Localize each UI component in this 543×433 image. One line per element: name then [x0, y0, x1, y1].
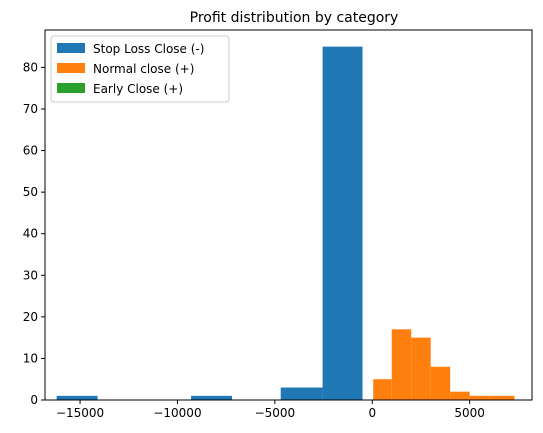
bars-layer [56, 46, 515, 401]
x-tick-label: −5000 [255, 406, 296, 420]
y-tick-label: 50 [23, 185, 38, 199]
y-tick-label: 0 [30, 393, 38, 407]
legend-label: Stop Loss Close (-) [93, 42, 204, 56]
x-axis: −15000 −10000 −5000 0 5000 [56, 400, 485, 420]
y-tick-label: 60 [23, 144, 38, 158]
bar-series-1-bin-0 [373, 379, 392, 400]
bar-series-1-bin-1 [391, 329, 412, 400]
legend-label: Early Close (+) [93, 82, 183, 96]
bar-series-1-bin-5 [469, 395, 490, 400]
y-tick-label: 20 [23, 310, 38, 324]
x-tick-label: −15000 [56, 406, 104, 420]
plot-frame [44, 29, 533, 401]
legend-label: Normal close (+) [93, 62, 194, 76]
legend-swatch [57, 83, 85, 93]
bar-series-0-bin-1 [191, 395, 233, 400]
bar-series-1-bin-2 [411, 337, 431, 400]
bar-series-0-bin-3 [322, 46, 363, 401]
bar-series-0-bin-0 [56, 395, 98, 400]
y-tick-label: 10 [23, 351, 38, 365]
y-tick-label: 30 [23, 268, 38, 282]
legend-swatch [57, 63, 85, 73]
bar-series-1-bin-3 [430, 366, 451, 400]
y-axis: 0 10 20 30 40 50 60 70 80 [23, 60, 45, 407]
y-tick-label: 80 [23, 60, 38, 74]
y-tick-label: 40 [23, 227, 38, 241]
bar-series-1-bin-4 [450, 391, 470, 400]
legend-box [50, 35, 230, 103]
bar-series-0-bin-2 [280, 387, 323, 400]
x-tick-label: 0 [368, 406, 376, 420]
x-tick-label: 5000 [454, 406, 485, 420]
chart-title: Profit distribution by category [190, 10, 399, 26]
legend-swatch [57, 43, 85, 53]
y-tick-label: 70 [23, 102, 38, 116]
legend: Stop Loss Close (-) Normal close (+) Early… [50, 35, 230, 103]
bar-series-1-bin-6 [489, 395, 515, 400]
x-tick-label: −10000 [153, 406, 201, 420]
